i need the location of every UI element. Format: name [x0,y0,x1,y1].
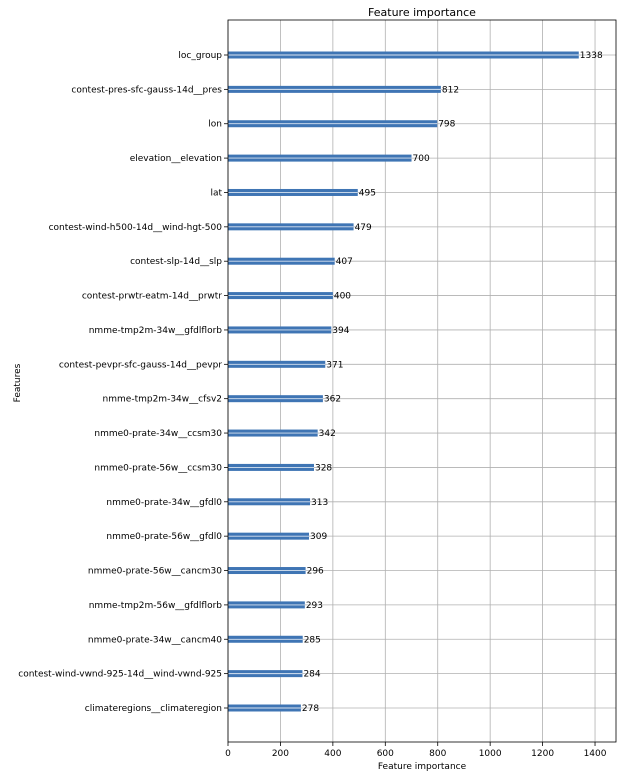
category-label: nmme0-prate-34w__gfdl0 [106,498,222,508]
data-label: 371 [326,360,343,370]
data-label: 362 [324,395,341,405]
category-label: nmme0-prate-56w__gfdl0 [106,532,222,542]
category-label: contest-wind-h500-14d__wind-hgt-500 [49,223,223,233]
category-label: nmme-tmp2m-34w__gfdlflorb [89,326,223,336]
data-label: 700 [413,154,430,164]
data-label: 328 [315,463,332,473]
x-tick-label: 1200 [531,749,554,759]
axes-frame [227,19,617,743]
category-label: nmme-tmp2m-34w__cfsv2 [103,395,222,405]
x-tick-label: 600 [377,749,394,759]
category-label: contest-wind-vwnd-925-14d__wind-vwnd-925 [18,670,222,680]
data-label: 278 [302,704,319,714]
category-label: nmme0-prate-34w__cancm40 [88,635,222,645]
category-label: lon [208,120,222,130]
x-axis-label: Feature importance [378,762,467,772]
data-label: 285 [304,635,321,645]
category-label: elevation__elevation [130,154,222,164]
category-label: nmme0-prate-34w__ccsm30 [94,429,222,439]
x-tick-label: 200 [272,749,289,759]
data-label: 313 [311,498,328,508]
data-label: 812 [442,85,459,95]
data-label: 400 [334,292,351,302]
x-ticks: 0 200 400 600 800 1000 1200 1400 [224,54,607,759]
data-label: 284 [303,670,320,680]
x-tick-label: 1000 [479,749,502,759]
chart-title: Feature importance [368,6,476,19]
category-label: lat [210,188,222,198]
data-label: 798 [438,120,455,130]
y-axis-label: Features [13,363,23,402]
bar-group [228,51,579,712]
x-tick-label: 1400 [584,749,607,759]
category-label: nmme0-prate-56w__ccsm30 [94,463,222,473]
category-label: loc_group [178,51,222,61]
data-label: 296 [307,567,324,577]
category-label: nmme0-prate-56w__cancm30 [88,567,222,577]
category-label: contest-pevpr-sfc-gauss-14d__pevpr [59,360,222,370]
data-label: 309 [310,532,327,542]
category-label: contest-pres-sfc-gauss-14d__pres [71,85,222,95]
category-labels: loc_group contest-pres-sfc-gauss-14d__pre… [18,51,222,714]
data-label: 394 [332,326,349,336]
category-label: contest-slp-14d__slp [130,257,222,267]
data-label: 407 [336,257,353,267]
data-label: 1338 [580,51,603,61]
data-labels: 1338 812 798 700 495 479 407 400 394 371 362 342 328… [302,51,603,714]
x-tick-label: 400 [324,749,341,759]
data-label: 495 [359,188,376,198]
axes-border [227,19,617,743]
category-label: nmme-tmp2m-56w__gfdlflorb [89,601,223,611]
data-label: 342 [319,429,336,439]
data-label: 479 [355,223,372,233]
x-tick-label: 800 [429,749,446,759]
data-label: 293 [306,601,323,611]
category-label: climateregions__climateregion [85,704,222,714]
category-label: contest-prwtr-eatm-14d__prwtr [82,292,222,302]
x-tick-label: 0 [225,749,231,759]
